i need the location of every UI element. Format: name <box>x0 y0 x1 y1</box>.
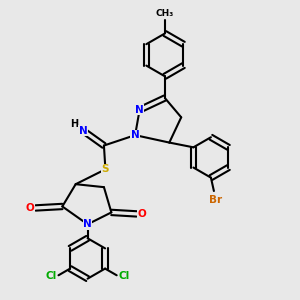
Text: S: S <box>102 164 109 174</box>
Text: N: N <box>83 219 92 229</box>
Text: N: N <box>131 130 140 140</box>
Text: O: O <box>138 209 146 219</box>
Text: N: N <box>79 126 88 136</box>
Text: Cl: Cl <box>45 271 56 281</box>
Text: H: H <box>70 119 78 129</box>
Text: N: N <box>135 105 144 115</box>
Text: Br: Br <box>209 195 222 205</box>
Text: CH₃: CH₃ <box>156 9 174 18</box>
Text: O: O <box>26 203 34 213</box>
Text: Cl: Cl <box>119 271 130 281</box>
